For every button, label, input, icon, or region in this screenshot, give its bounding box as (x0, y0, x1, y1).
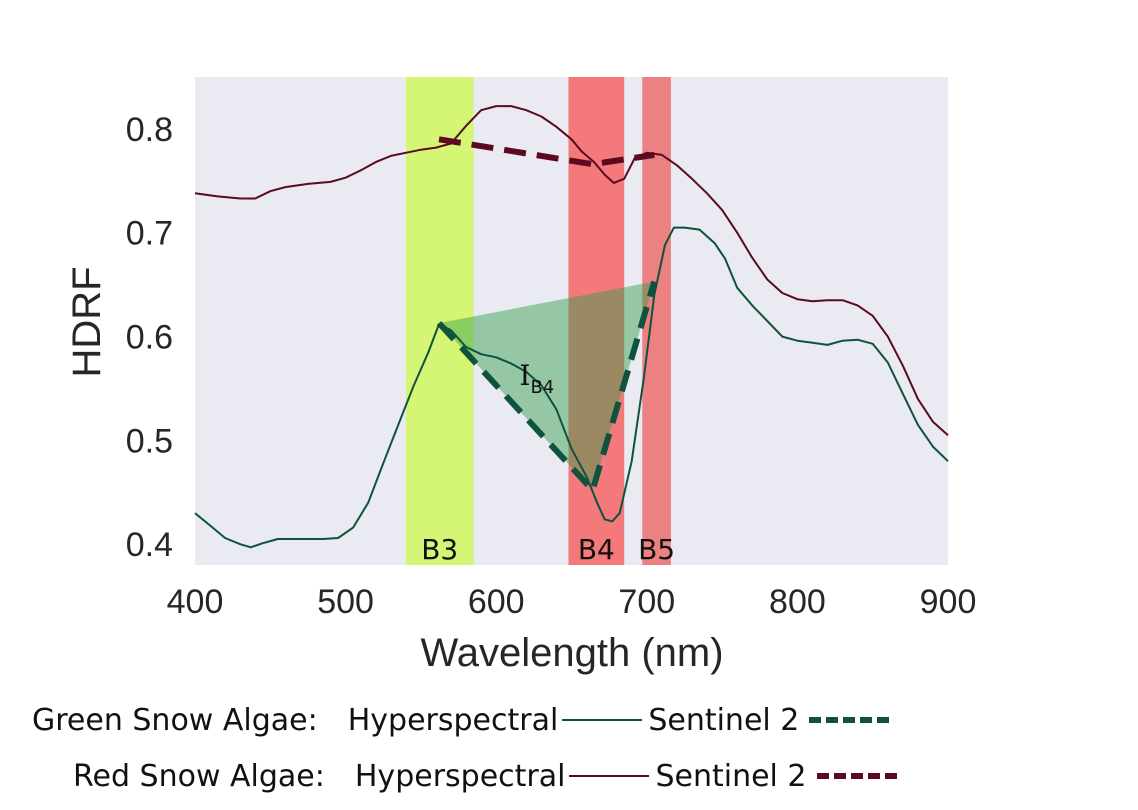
sentinel2-dashed-line-2 (436, 280, 658, 494)
series-layer (194, 105, 949, 549)
band-label-b4: B4 (578, 533, 615, 566)
legend-hyperspectral-label: Hyperspectral (347, 702, 559, 738)
index-annotation: IB4 (519, 359, 554, 398)
annotation-layer: IB4 (519, 359, 554, 398)
y-axis-label: HDRF (65, 266, 109, 377)
y-tick-labels: 0.4 0.5 0.6 0.7 0.8 (126, 111, 173, 564)
x-tick-label: 600 (468, 583, 525, 621)
x-tick-labels: 400 500 600 700 800 900 (167, 583, 977, 621)
index-annotation-symbol: I (519, 359, 530, 392)
legend-row-green-snow-algae: Green Snow Algae: Hyperspectral Sentinel… (32, 700, 890, 740)
legend-hyperspectral-line-swatch (562, 719, 643, 721)
y-tick-label: 0.6 (126, 319, 173, 357)
x-axis-label: Wavelength (nm) (420, 631, 723, 675)
band-b5 (642, 77, 671, 565)
x-tick-label: 700 (618, 583, 675, 621)
band-labels: B3 B4 B5 (421, 533, 675, 566)
legend-sentinel-label: Sentinel 2 (655, 758, 807, 794)
legend-group-label: Red Snow Algae: (73, 758, 325, 794)
legend-hyperspectral-label: Hyperspectral (354, 758, 566, 794)
x-tick-label: 400 (167, 583, 224, 621)
index-annotation-subscript: B4 (530, 377, 554, 398)
legend-row-red-snow-algae: Red Snow Algae: Hyperspectral Sentinel 2 (73, 756, 897, 796)
hyperspectral-line-1 (194, 105, 949, 436)
sentinel2-dashed-line-3 (438, 136, 655, 168)
legend-hyperspectral-line-swatch (569, 775, 650, 777)
band-b3 (405, 77, 474, 565)
legend-sentinel-dash-swatch (809, 717, 890, 723)
x-tick-label: 800 (769, 583, 826, 621)
y-tick-label: 0.5 (126, 422, 173, 460)
legend-group-label: Green Snow Algae: (32, 702, 318, 738)
band-label-b3: B3 (421, 533, 458, 566)
y-tick-label: 0.8 (126, 111, 173, 149)
y-tick-label: 0.7 (126, 215, 173, 253)
legend-sentinel-dash-swatch (816, 773, 897, 779)
legend-sentinel-label: Sentinel 2 (648, 702, 800, 738)
x-tick-label: 900 (920, 583, 977, 621)
index-triangle-layer (438, 281, 655, 491)
hyperspectral-line-0 (194, 226, 949, 549)
band-label-b5: B5 (638, 533, 675, 566)
y-tick-label: 0.4 (126, 526, 173, 564)
legend: Green Snow Algae: Hyperspectral Sentinel… (0, 690, 1138, 800)
x-tick-label: 500 (317, 583, 374, 621)
index-triangle (438, 281, 655, 491)
